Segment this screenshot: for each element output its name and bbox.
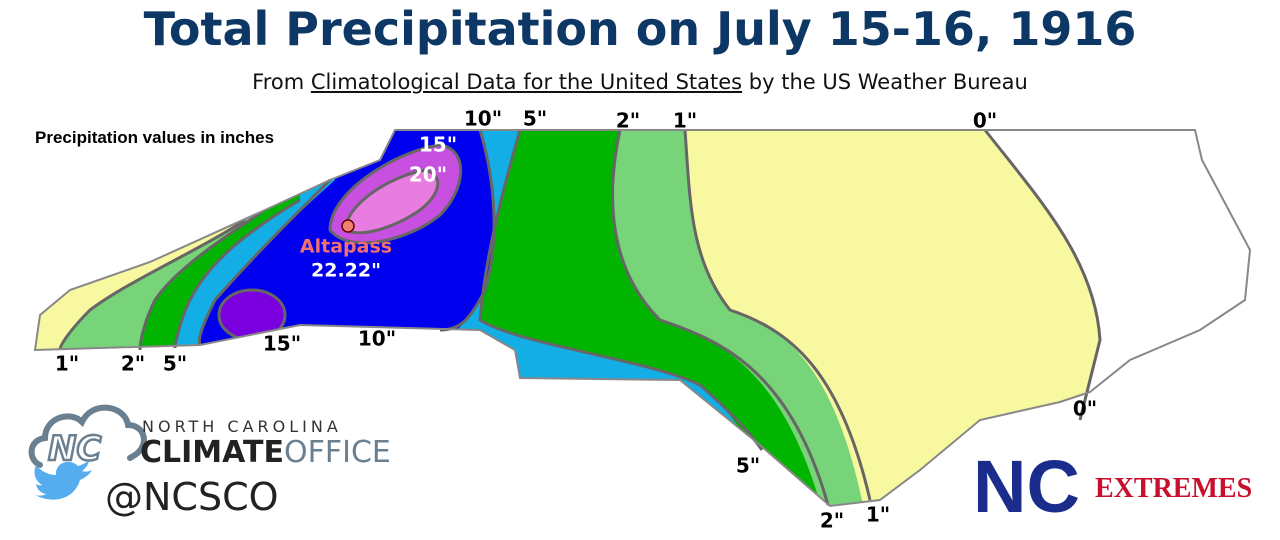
map-fill xyxy=(35,130,1250,506)
contour-label: 1" xyxy=(55,352,79,376)
twitter-icon xyxy=(34,461,92,500)
contour-lines xyxy=(58,129,1102,506)
extremes-logo: EXTREMES xyxy=(1095,473,1252,504)
contour-label: 5" xyxy=(523,107,547,131)
station-name: Altapass xyxy=(300,236,392,258)
station-value: 22.22" xyxy=(311,260,381,282)
nc-logo: NC xyxy=(973,445,1080,528)
contour-label: 1" xyxy=(866,503,890,527)
subtitle-suffix: by the US Weather Bureau xyxy=(748,70,1028,94)
climate-office-logo: NC NORTH CAROLINA CLIMATEOFFICE @NCSCO xyxy=(28,404,391,519)
contour-label: 20" xyxy=(409,163,447,187)
contour-label: 10" xyxy=(464,107,502,131)
contour-label: 15" xyxy=(419,133,457,157)
contour-label: 0" xyxy=(973,109,997,133)
contour-label: 2" xyxy=(121,352,145,376)
contour-label: 1" xyxy=(673,109,697,133)
contour-label: 2" xyxy=(820,509,844,533)
org-office: OFFICE xyxy=(284,435,391,470)
contour-label: 2" xyxy=(616,109,640,133)
subtitle-prefix: From xyxy=(252,70,305,94)
org-climate: CLIMATE xyxy=(140,435,284,470)
contour-label: 15" xyxy=(263,332,301,356)
org-name: CLIMATEOFFICE xyxy=(140,435,391,470)
note: Precipitation values in inches xyxy=(35,128,274,147)
title: Total Precipitation on July 15-16, 1916 xyxy=(143,2,1137,56)
subtitle: From Climatological Data for the United … xyxy=(0,70,1280,94)
contour-label: 10" xyxy=(358,327,396,351)
contour-label: 0" xyxy=(1073,397,1097,421)
handle: @NCSCO xyxy=(105,475,279,519)
org-line1: NORTH CAROLINA xyxy=(142,417,342,436)
station-marker xyxy=(341,219,355,233)
svg-text:NC: NC xyxy=(48,429,101,469)
contour-label: 5" xyxy=(736,454,760,478)
contour-label: 5" xyxy=(163,352,187,376)
subtitle-source: Climatological Data for the United State… xyxy=(310,70,743,94)
